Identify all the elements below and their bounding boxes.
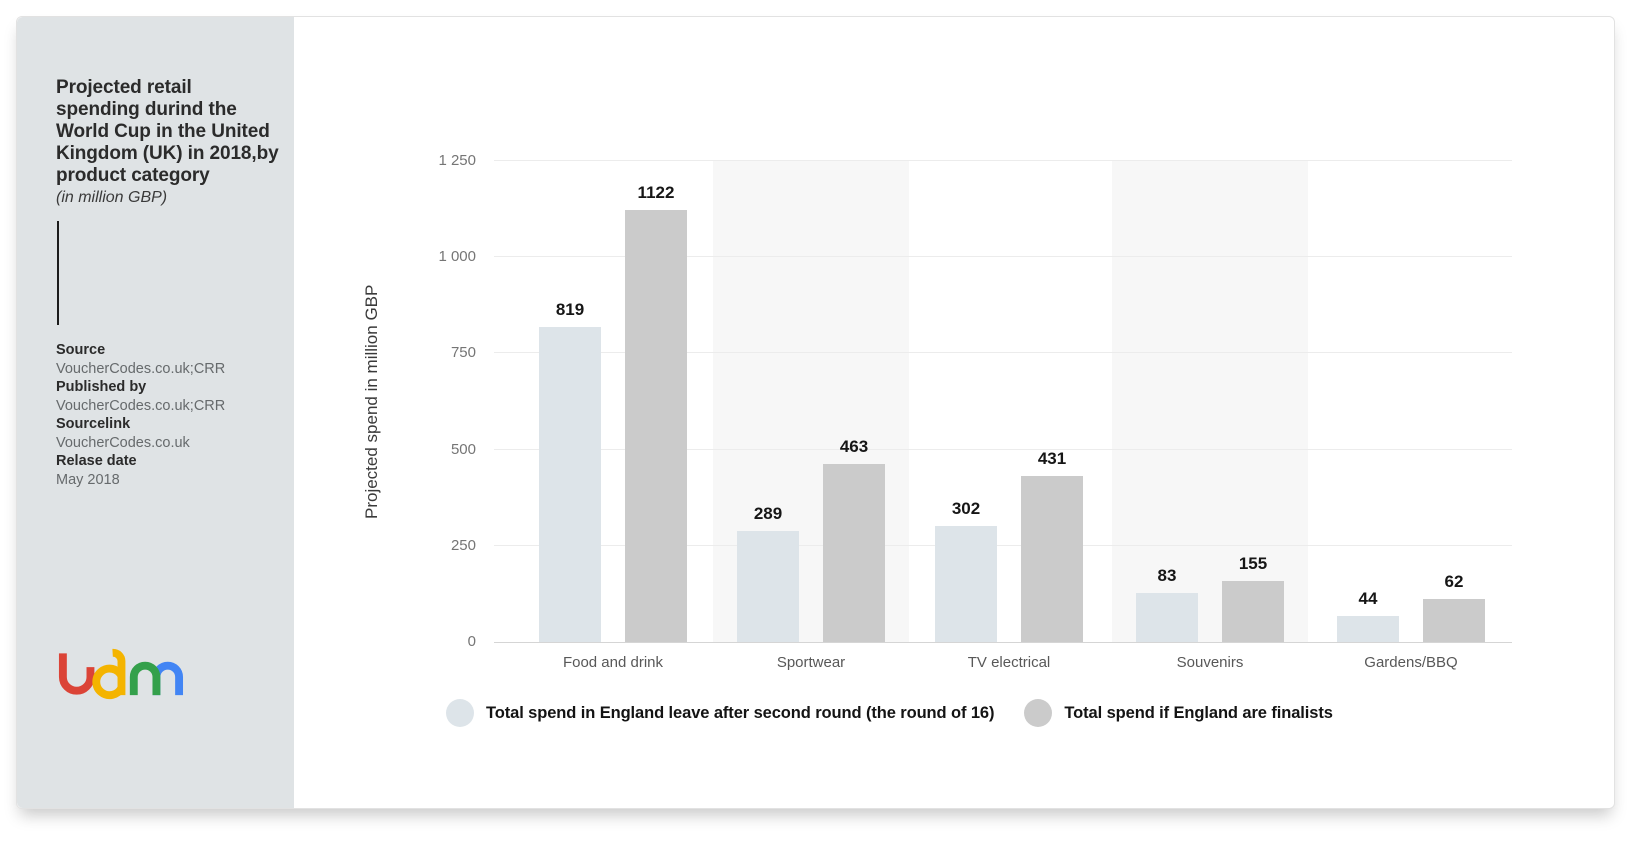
y-tick-label: 500 <box>450 440 476 458</box>
category-label: TV electrical <box>967 654 1051 671</box>
grid-line <box>494 544 1512 546</box>
sourcelink-label: Sourcelink <box>56 416 131 432</box>
source-value: VoucherCodes.co.uk;CRR <box>56 360 226 377</box>
chart-region: Projected spend in million GBP 0 250 500 75… <box>294 17 1614 808</box>
category-label: Sportwear <box>776 654 846 671</box>
sidebar: Projected retail spending durind the Wor… <box>17 17 294 808</box>
bar-finalists <box>823 464 885 642</box>
grid-line <box>494 448 1512 450</box>
bar-second-round <box>539 327 601 642</box>
grid-line <box>494 256 1512 258</box>
legend-item: Total spend if England are finalists <box>1024 699 1333 727</box>
published-label: Published by <box>56 379 147 395</box>
bar-finalists <box>1423 599 1485 642</box>
background-band <box>1112 161 1308 642</box>
bar-value-label: 431 <box>1037 449 1067 468</box>
bar-value-label: 1122 <box>637 183 675 202</box>
y-axis-title: Projected spend in million GBP <box>362 284 381 519</box>
legend-label: Total spend in England leave after secon… <box>486 703 995 722</box>
legend-swatch-icon <box>1024 699 1053 727</box>
source-label: Source <box>56 342 106 358</box>
ldm-logo-icon <box>58 648 184 700</box>
plot-area: 0 250 500 750 1 000 1 250 819 1122 Food and drin… <box>438 152 1512 671</box>
legend: Total spend in England leave after secon… <box>446 699 1333 727</box>
y-tick-label: 1 250 <box>438 152 476 169</box>
x-axis-line <box>494 642 1512 643</box>
chart-subtitle: (in million GBP) <box>56 189 168 206</box>
legend-label: Total spend if England are finalists <box>1064 703 1333 722</box>
bar-finalists <box>1222 581 1284 642</box>
y-tick-label: 1 000 <box>438 248 476 266</box>
category-label: Food and drink <box>562 654 664 671</box>
grid-line <box>494 160 1512 161</box>
bar-finalists <box>625 210 687 642</box>
release-value: May 2018 <box>56 471 120 488</box>
legend-swatch-icon <box>446 699 474 727</box>
logo-letter-d-bowl <box>92 664 126 700</box>
y-tick-label: 750 <box>450 344 476 362</box>
y-tick-label: 0 <box>467 633 476 650</box>
bar-value-label: 83 <box>1157 566 1177 585</box>
category-label: Souvenirs <box>1176 654 1244 671</box>
bar-second-round <box>935 526 997 642</box>
infographic-card: Projected retail spending durind the Wor… <box>16 16 1615 809</box>
ldm-logo <box>56 648 184 700</box>
release-label: Relase date <box>56 453 137 469</box>
published-value: VoucherCodes.co.uk;CRR <box>56 397 226 414</box>
bar-second-round <box>1337 616 1399 642</box>
bar-second-round <box>1136 593 1198 642</box>
bar-value-label: 155 <box>1238 554 1268 573</box>
grid-line <box>494 352 1512 354</box>
bar-value-label: 289 <box>753 504 783 523</box>
legend-item: Total spend in England leave after secon… <box>446 699 995 727</box>
bar-value-label: 44 <box>1358 589 1378 608</box>
logo-letter-m-green <box>129 661 161 696</box>
logo-letter-u <box>58 653 95 695</box>
bar-second-round <box>737 531 799 642</box>
y-tick-label: 250 <box>450 536 476 554</box>
bar-value-label: 302 <box>951 499 981 518</box>
sourcelink-value: VoucherCodes.co.uk <box>56 434 190 451</box>
bar-value-label: 463 <box>839 437 869 456</box>
chart-title: Projected retail spending durind the Wor… <box>56 77 279 186</box>
vertical-divider <box>57 221 59 325</box>
logo-letter-d-stem <box>112 648 126 696</box>
category-label: Gardens/BBQ <box>1364 654 1458 671</box>
bar-value-label: 62 <box>1444 572 1464 591</box>
source-block: Source VoucherCodes.co.uk;CRR Published … <box>56 341 274 489</box>
bar-finalists <box>1021 476 1083 642</box>
bar-value-label: 819 <box>555 300 585 319</box>
